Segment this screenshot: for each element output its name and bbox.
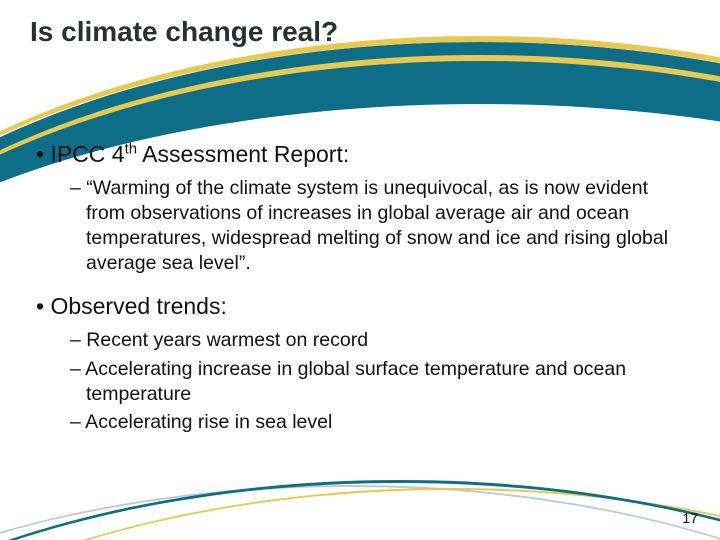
bullet-2-sub-3: – Accelerating rise in sea level [70,410,690,435]
page-number: 17 [682,510,698,526]
bullet-2-sub-1: – Recent years warmest on record [70,328,690,353]
bullet-2-sub-2: – Accelerating increase in global surfac… [70,357,690,407]
bullet-1-sup: th [125,140,137,157]
bullet-1: • IPCC 4th Assessment Report: [44,140,690,170]
bullet-2: • Observed trends: [44,292,690,322]
slide-title: Is climate change real? [30,16,338,48]
content-area: • IPCC 4th Assessment Report: – “Warming… [30,140,690,439]
bullet-1-prefix: • IPCC 4 [36,141,125,167]
bullet-1-sub-1: – “Warming of the climate system is uneq… [70,176,690,276]
slide: Is climate change real? • IPCC 4th Asses… [0,0,720,540]
bullet-1-suffix: Assessment Report: [137,141,349,167]
